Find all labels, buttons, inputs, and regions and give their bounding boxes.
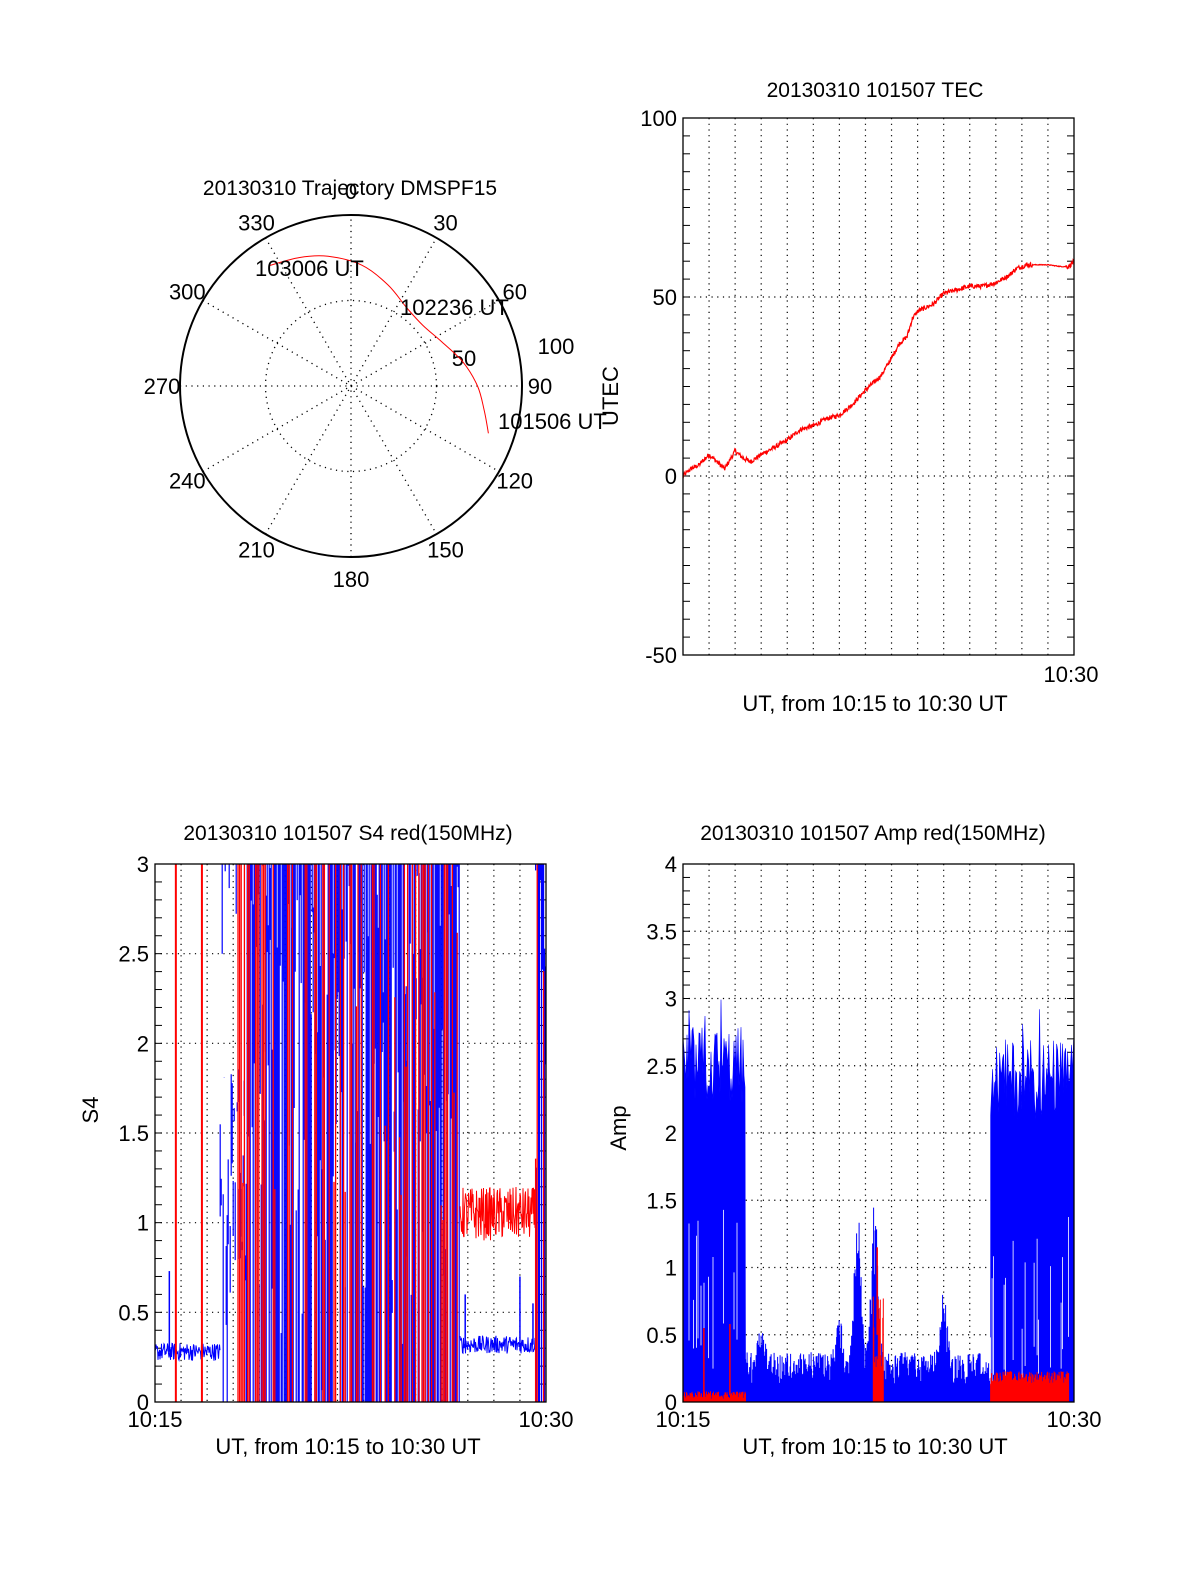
trajectory-line [269, 255, 489, 434]
blue-trace [459, 1335, 536, 1355]
y-tick-label: 3 [665, 987, 677, 1012]
polar-azimuth-label: 330 [238, 210, 275, 235]
tec-series-line [682, 258, 1075, 479]
s4-x-tick-label-start: 10:15 [127, 1407, 182, 1432]
polar-azimuth-label: 210 [238, 538, 275, 563]
red-trace [990, 1371, 1070, 1402]
y-tick-label: 0 [665, 1390, 677, 1415]
s4-x-axis-label: UT, from 10:15 to 10:30 UT [215, 1434, 480, 1459]
y-tick-label: 100 [640, 106, 677, 131]
polar-azimuth-labels: 0 30 60 90 120 150 180 210 240 270 300 330 [144, 179, 553, 592]
s4-y-axis-label: S4 [78, 1097, 103, 1124]
tec-x-axis-label: UT, from 10:15 to 10:30 UT [742, 691, 1007, 716]
amp-x-tick-label-end: 10:30 [1046, 1407, 1101, 1432]
y-tick-label: 3.5 [646, 919, 677, 944]
s4-plot: 20130310 101507 S4 red(150MHz) 0 0.5 1 1.5 2… [78, 822, 574, 1459]
y-tick-label: 2 [665, 1121, 677, 1146]
y-tick-label: 4 [665, 852, 677, 877]
polar-radius-label-100: 100 [538, 334, 575, 359]
s4-y-tick-labels: 0 0.5 1 1.5 2 2.5 3 [118, 852, 149, 1415]
polar-spoke [264, 237, 438, 535]
polar-title: 20130310 Trajectory DMSPF15 [203, 177, 497, 200]
y-tick-label: 2.5 [118, 942, 149, 967]
polar-trajectory-plot: 20130310 Trajectory DMSPF15 0 30 60 90 120 15… [144, 177, 623, 592]
polar-azimuth-label: 180 [333, 567, 370, 592]
red-trace [872, 1296, 884, 1402]
y-tick-label: 0.5 [118, 1300, 149, 1325]
tec-title: 20130310 101507 TEC [767, 79, 984, 102]
s4-series [154, 864, 547, 1402]
amp-axes-box [682, 863, 1075, 1403]
tec-grid [683, 117, 1074, 656]
blue-burst [682, 999, 746, 1403]
annotation-mid-time: 102236 UT [400, 295, 509, 320]
y-tick-label: 50 [653, 285, 677, 310]
red-trace [459, 1186, 536, 1241]
polar-azimuth-label: 270 [144, 374, 181, 399]
s4-title: 20130310 101507 S4 red(150MHz) [183, 822, 512, 845]
polar-azimuth-label: 90 [528, 374, 552, 399]
tec-x-tick-label-end: 10:30 [1043, 662, 1098, 687]
y-tick-label: 1 [137, 1211, 149, 1236]
amp-title: 20130310 101507 Amp red(150MHz) [700, 822, 1046, 845]
amp-y-tick-labels: 0 0.5 1 1.5 2 2.5 3 3.5 4 [646, 852, 677, 1415]
amp-y-axis-label: Amp [606, 1105, 631, 1150]
s4-x-tick-label-end: 10:30 [518, 1407, 573, 1432]
tec-axes-box [682, 117, 1075, 656]
annotation-end-time: 103006 UT [255, 256, 364, 281]
blue-burst [990, 1009, 1075, 1403]
polar-azimuth-label: 0 [345, 179, 357, 204]
y-tick-label: 0 [665, 464, 677, 489]
tec-plot: 20130310 101507 TEC -50 0 50 100 10:30 UT, … [640, 79, 1098, 716]
y-tick-label: 0.5 [646, 1323, 677, 1348]
amp-x-axis-label: UT, from 10:15 to 10:30 UT [742, 1434, 1007, 1459]
polar-grid [179, 214, 523, 558]
polar-azimuth-label: 30 [433, 210, 457, 235]
y-tick-label: 1.5 [646, 1188, 677, 1213]
polar-azimuth-label: 60 [502, 280, 526, 305]
polar-azimuth-label: 240 [169, 469, 206, 494]
polar-azimuth-label: 150 [427, 538, 464, 563]
blue-trace [745, 1207, 992, 1402]
y-tick-label: 1.5 [118, 1121, 149, 1146]
s4-axes-box [154, 863, 547, 1403]
polar-radius-label-50: 50 [452, 346, 476, 371]
y-tick-label: 1 [665, 1256, 677, 1281]
y-tick-label: -50 [645, 643, 677, 668]
polar-azimuth-label: 300 [169, 280, 206, 305]
annotation-start-time: 101506 UT [498, 409, 607, 434]
blue-trace [154, 1342, 221, 1363]
polar-azimuth-label: 120 [496, 469, 533, 494]
amp-series [682, 999, 1075, 1403]
y-tick-label: 0 [137, 1390, 149, 1415]
amp-plot: 20130310 101507 Amp red(150MHz) 0 0.5 1 1.5… [606, 822, 1102, 1459]
y-tick-label: 2.5 [646, 1054, 677, 1079]
polar-radius-axis-label: UTEC [598, 366, 623, 426]
amp-x-tick-label-start: 10:15 [655, 1407, 710, 1432]
y-tick-label: 3 [137, 852, 149, 877]
tec-y-tick-labels: -50 0 50 100 [640, 106, 677, 668]
y-tick-label: 2 [137, 1031, 149, 1056]
